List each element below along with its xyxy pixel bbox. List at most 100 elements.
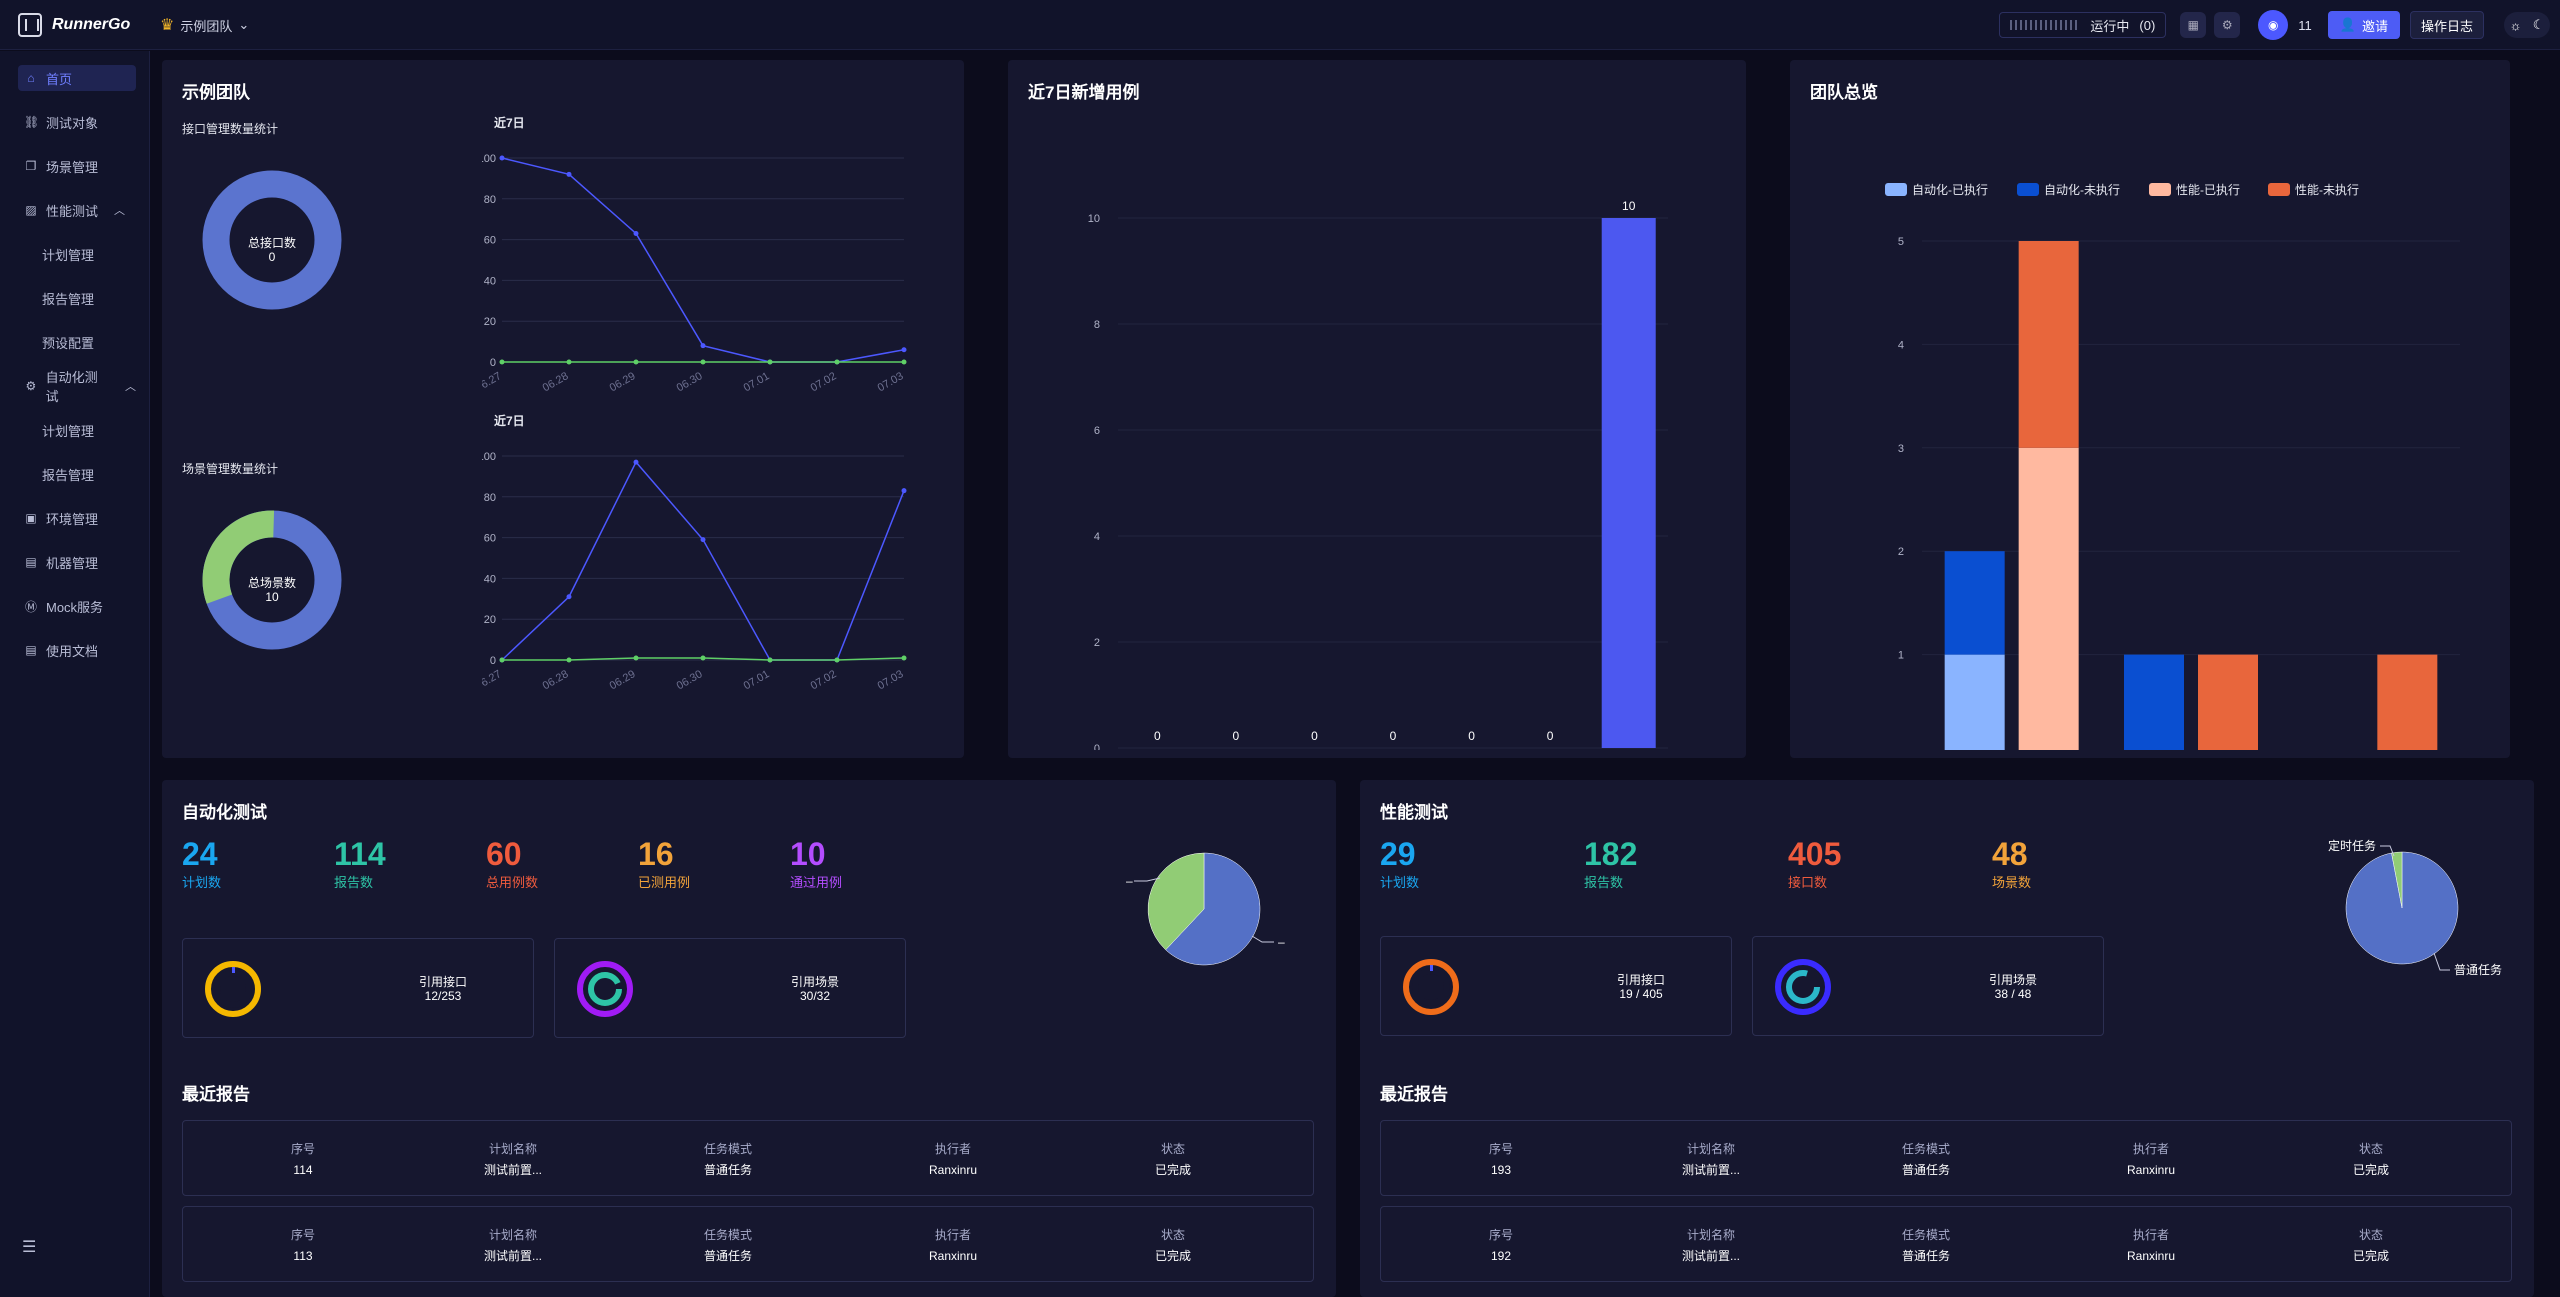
data-point bbox=[499, 657, 505, 663]
avatar[interactable]: ◉ bbox=[2258, 10, 2289, 40]
sidebar-item-7[interactable]: ⚙ 自动化测试 ︿ bbox=[18, 370, 136, 404]
sidebar-item-10[interactable]: ▣ 环境管理 bbox=[18, 505, 136, 531]
report-header: 状态 bbox=[2358, 1228, 2383, 1242]
doc-icon: ▤ bbox=[25, 643, 37, 657]
x-tick-label: 07.03 bbox=[876, 668, 906, 692]
sidebar-item-label: Mock服务 bbox=[46, 599, 104, 615]
report-value: 测试前置... bbox=[1681, 1249, 1740, 1263]
ring-api-text: 引用接口 19 / 405 bbox=[1616, 973, 1665, 1001]
report-header: 执行者 bbox=[2132, 1228, 2169, 1242]
ring-box-scene: 引用场景 38 / 48 bbox=[1752, 936, 2104, 1036]
report-cell-plan: 计划名称 测试前置... bbox=[1631, 1139, 1791, 1181]
data-point bbox=[901, 347, 907, 353]
y-tick-label: 8 bbox=[1094, 319, 1100, 331]
collapse-menu-icon[interactable]: ☰ bbox=[22, 1239, 37, 1256]
leader-line bbox=[2433, 952, 2450, 971]
sidebar-item-label: 场景管理 bbox=[46, 159, 99, 175]
sidebar-item-2[interactable]: ❐ 场景管理 bbox=[18, 153, 136, 179]
y-tick-label: 4 bbox=[1898, 339, 1904, 351]
sidebar-item-8[interactable]: 计划管理 bbox=[18, 417, 136, 443]
report-value: 已完成 bbox=[2352, 1163, 2389, 1177]
settings-icon[interactable]: ⚙ bbox=[2214, 12, 2241, 38]
api-donut-chart bbox=[202, 170, 342, 310]
sidebar-item-11[interactable]: ▤ 机器管理 bbox=[18, 549, 136, 575]
report-header: 序号 bbox=[290, 1228, 315, 1242]
stat-2: 405 接口数 bbox=[1788, 836, 1841, 891]
table-row[interactable]: 序号 114 计划名称 测试前置... 任务模式 普通任务 执行者 Ranxinru 状态 已完成 bbox=[182, 1120, 1314, 1196]
data-point bbox=[834, 657, 840, 663]
report-value: 普通任务 bbox=[703, 1163, 752, 1177]
sidebar-item-6[interactable]: 预设配置 bbox=[18, 329, 136, 355]
app-logo[interactable]: RunnerGo bbox=[18, 13, 130, 37]
legend-swatch bbox=[2149, 183, 2171, 196]
scene-donut-chart bbox=[202, 510, 342, 650]
env-icon: ▣ bbox=[25, 511, 37, 525]
team-overview-chart: 自动化-已执行自动化-未执行性能-已执行性能-未执行012345测试团队开发团队… bbox=[1885, 183, 2460, 750]
operation-log-button[interactable]: 操作日志 bbox=[2409, 11, 2484, 39]
stat-value: 29 bbox=[1380, 836, 1416, 872]
data-label: 10 bbox=[1622, 199, 1636, 213]
data-point bbox=[633, 459, 639, 465]
new-cases-card: 近7日新增用例 0246810006.27006.28006.29006.300… bbox=[1008, 60, 1746, 758]
sidebar-item-label: 机器管理 bbox=[46, 555, 99, 571]
ring-api-chart bbox=[205, 961, 261, 1017]
report-cell-mode: 任务模式 普通任务 bbox=[648, 1225, 808, 1267]
invite-button[interactable]: 👤 邀请 bbox=[2327, 11, 2400, 39]
report-header: 执行者 bbox=[934, 1228, 971, 1242]
team-switcher[interactable]: ♛ 示例团队 ⌄ bbox=[160, 15, 249, 35]
stat-label: 计划数 bbox=[182, 875, 222, 890]
data-point bbox=[566, 171, 572, 177]
sidebar-item-0[interactable]: ⌂ 首页 bbox=[18, 65, 136, 91]
top-bar: RunnerGo ♛ 示例团队 ⌄ 运行中 (0) ▦ ⚙ ◉ 11 👤 邀请 … bbox=[0, 0, 2560, 50]
stat-3: 48 场景数 bbox=[1992, 836, 2031, 891]
series-line-0 bbox=[501, 157, 905, 363]
calendar-icon[interactable]: ▦ bbox=[2180, 12, 2207, 38]
stacked-bar-segment bbox=[2198, 654, 2258, 750]
data-point bbox=[566, 594, 572, 600]
report-header: 计划名称 bbox=[1686, 1228, 1735, 1242]
trend-label-1: 近7日 bbox=[494, 116, 525, 130]
gears-icon: ⚙ bbox=[25, 379, 37, 393]
sidebar-item-4[interactable]: 计划管理 bbox=[18, 241, 136, 267]
report-value: 测试前置... bbox=[483, 1163, 542, 1177]
stat-value: 10 bbox=[790, 836, 826, 872]
sidebar-item-9[interactable]: 报告管理 bbox=[18, 461, 136, 487]
report-cell-no: 序号 113 bbox=[223, 1225, 383, 1267]
ring-box-scene: 引用场景 30/32 bbox=[554, 938, 906, 1038]
sidebar-item-1[interactable]: ⛓ 测试对象 bbox=[18, 109, 136, 135]
bar bbox=[1601, 218, 1656, 748]
new-cases-title: 近7日新增用例 bbox=[1028, 83, 1140, 102]
chevron-up-icon: ︿ bbox=[114, 205, 126, 217]
sidebar-item-3[interactable]: ▨ 性能测试 ︿ bbox=[18, 197, 136, 223]
stat-label: 通过用例 bbox=[790, 875, 843, 890]
running-status[interactable]: 运行中 (0) bbox=[1999, 12, 2167, 38]
table-row[interactable]: 序号 193 计划名称 测试前置... 任务模式 普通任务 执行者 Ranxinru 状态 已完成 bbox=[1380, 1120, 2512, 1196]
report-header: 计划名称 bbox=[488, 1228, 537, 1242]
y-tick-label: 60 bbox=[484, 533, 496, 545]
team-card: 示例团队 接口管理数量统计 近7日 总接口数 0 0 20 40 60 80 100 06.… bbox=[162, 60, 964, 758]
y-tick-label: 80 bbox=[484, 194, 496, 206]
sidebar-item-label: 报告管理 bbox=[42, 291, 95, 307]
stacked-bar-segment bbox=[2018, 241, 2079, 448]
sidebar-item-13[interactable]: ▤ 使用文档 bbox=[18, 637, 136, 663]
stat-1: 182 报告数 bbox=[1584, 836, 1637, 891]
x-tick-label: 06.28 bbox=[541, 370, 571, 394]
theme-toggle[interactable]: ☼ ☾ bbox=[2504, 12, 2550, 38]
report-value: 193 bbox=[1490, 1163, 1512, 1177]
y-tick-label: 4 bbox=[1094, 531, 1100, 543]
report-cell-plan: 计划名称 测试前置... bbox=[433, 1225, 593, 1267]
pie-label: 定时任务 bbox=[2328, 838, 2376, 853]
table-row[interactable]: 序号 113 计划名称 测试前置... 任务模式 普通任务 执行者 Ranxinru 状态 已完成 bbox=[182, 1206, 1314, 1282]
sidebar-item-label: 性能测试 bbox=[46, 203, 99, 219]
y-tick-label: 60 bbox=[484, 235, 496, 247]
sidebar-item-12[interactable]: Ⓜ Mock服务 bbox=[18, 593, 136, 619]
report-header: 序号 bbox=[290, 1142, 315, 1156]
x-tick-label: 07.03 bbox=[876, 370, 906, 394]
recent-reports-title: 最近报告 bbox=[1380, 1085, 1448, 1104]
sidebar-item-label: 报告管理 bbox=[42, 467, 95, 483]
report-header: 状态 bbox=[2358, 1142, 2383, 1156]
report-cell-no: 序号 114 bbox=[223, 1139, 383, 1181]
table-row[interactable]: 序号 192 计划名称 测试前置... 任务模式 普通任务 执行者 Ranxinru 状态 已完成 bbox=[1380, 1206, 2512, 1282]
sidebar-item-5[interactable]: 报告管理 bbox=[18, 285, 136, 311]
report-header: 状态 bbox=[1160, 1142, 1185, 1156]
